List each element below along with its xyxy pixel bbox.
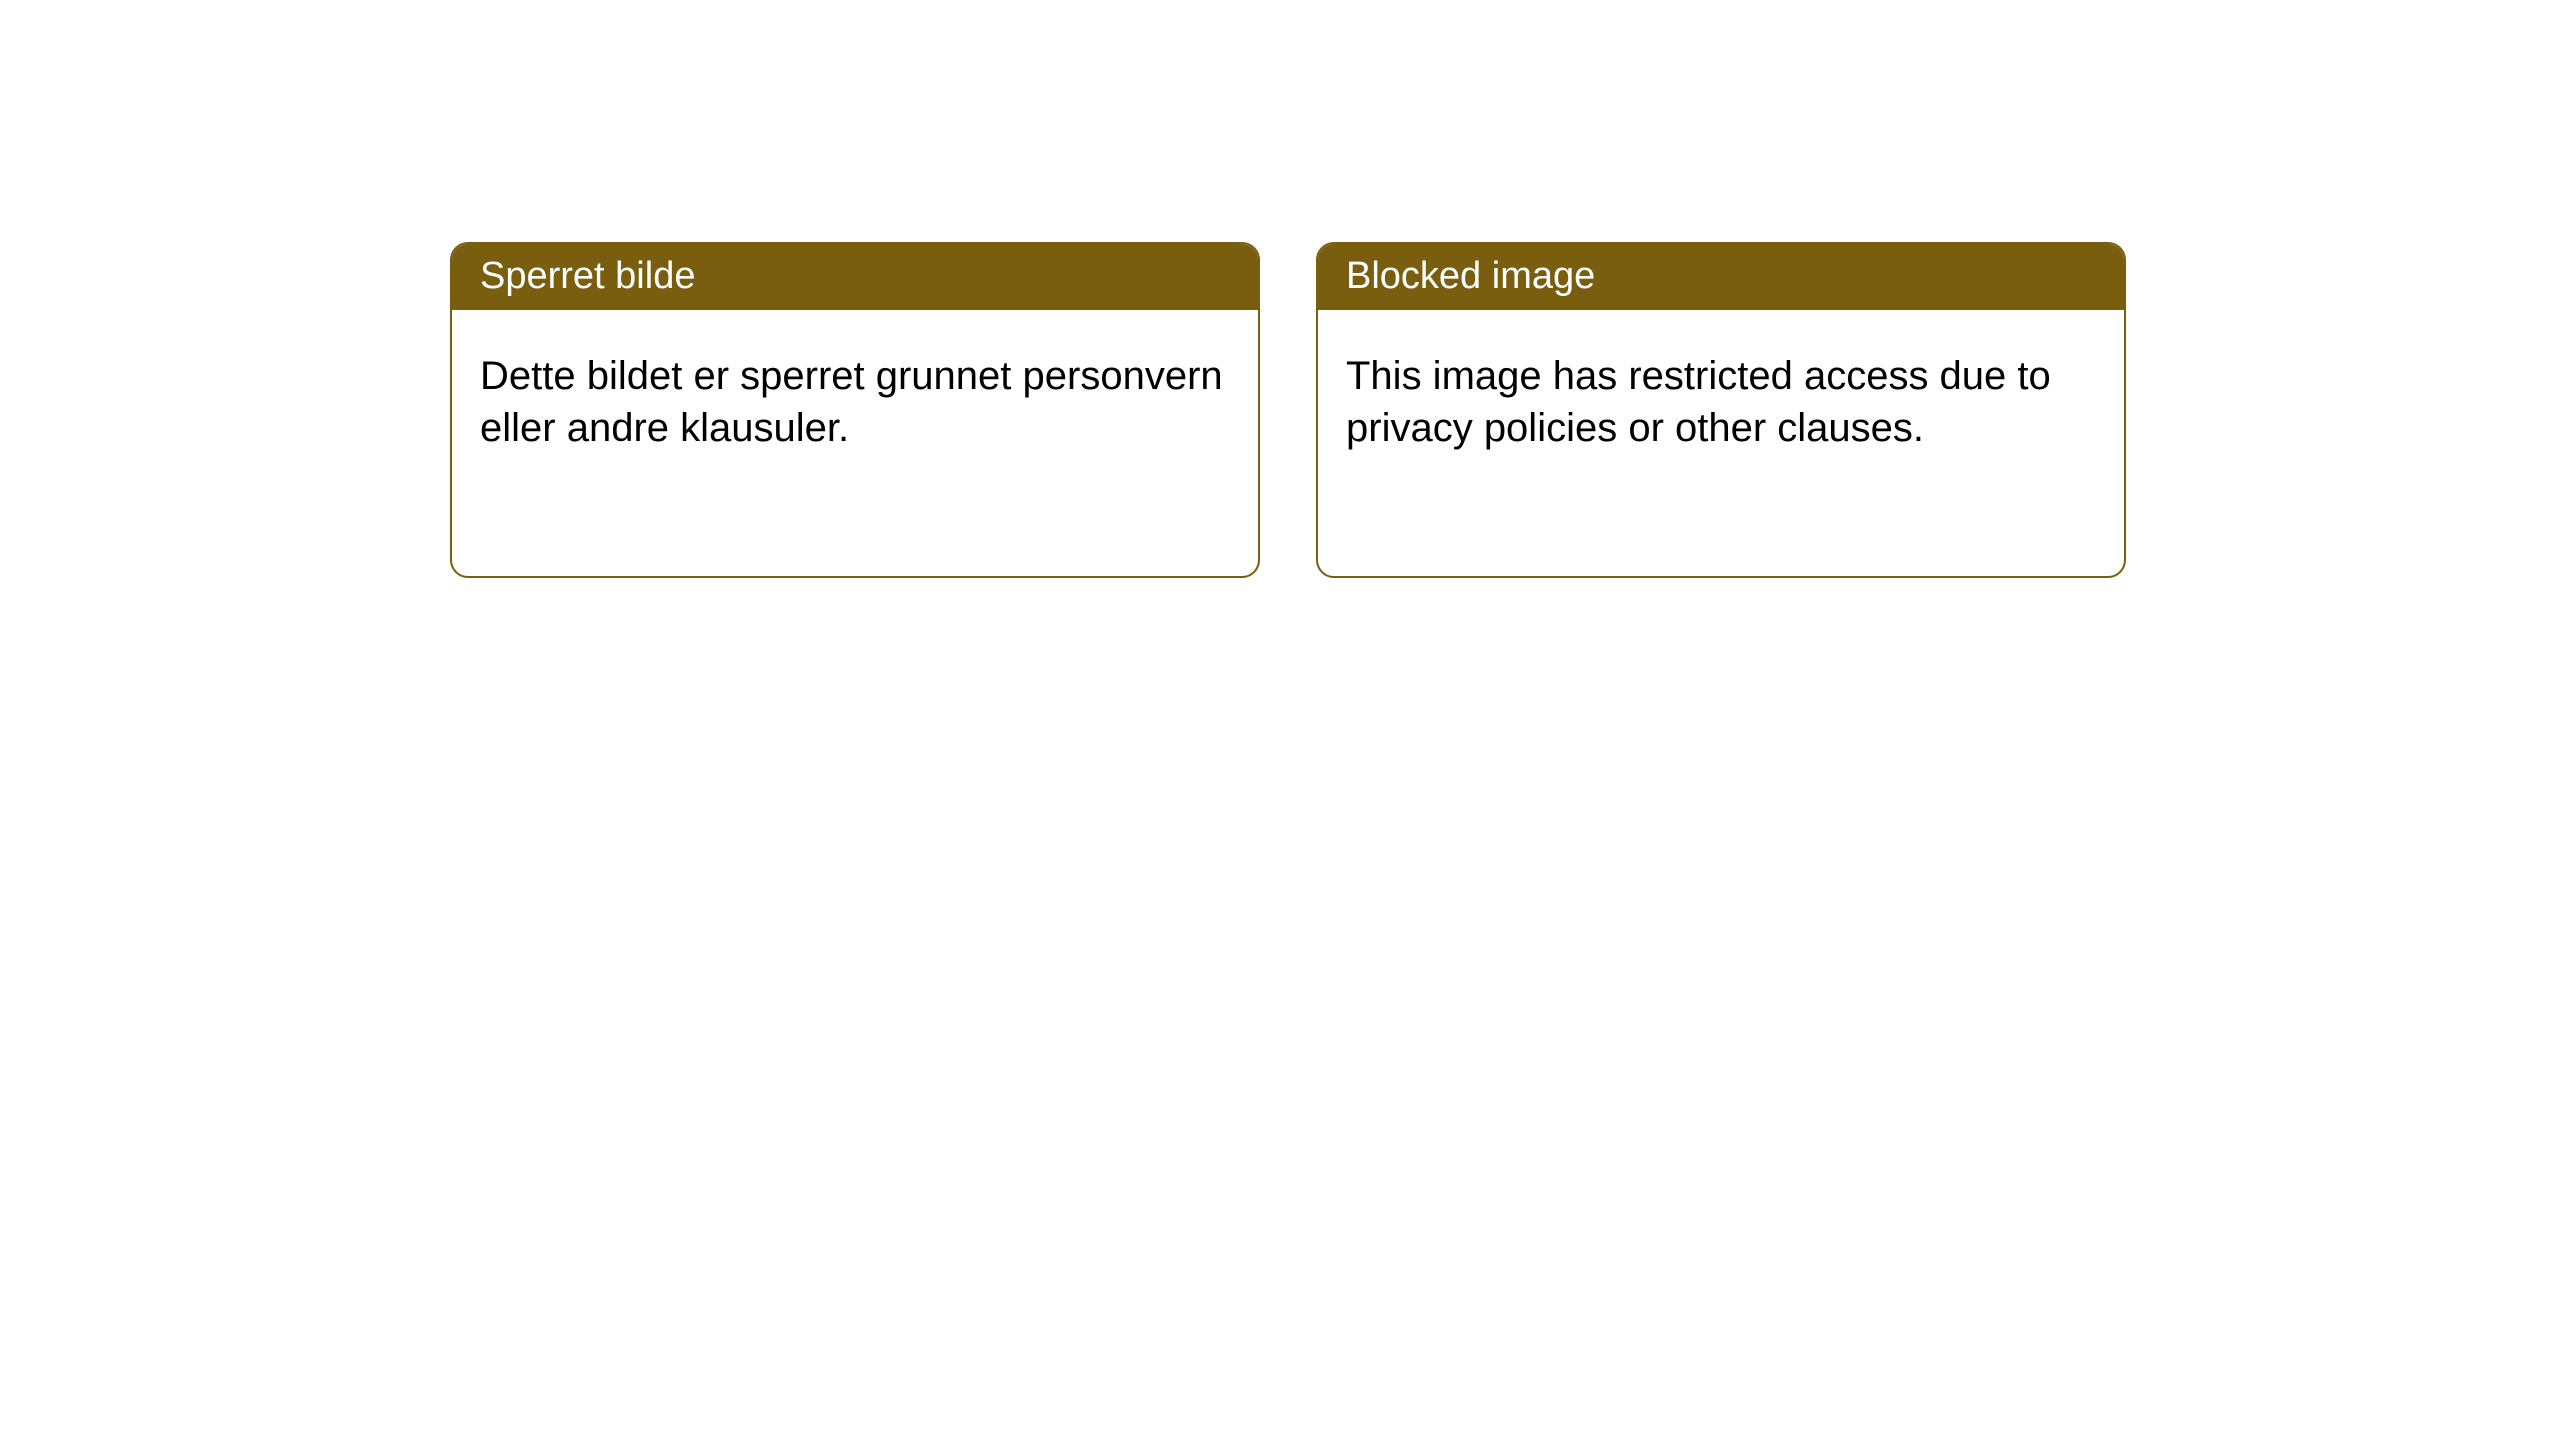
notice-container: Sperret bilde Dette bildet er sperret gr… [0, 0, 2560, 578]
notice-title: Sperret bilde [480, 255, 695, 297]
notice-text: Dette bildet er sperret grunnet personve… [480, 354, 1223, 450]
notice-card-english: Blocked image This image has restricted … [1316, 242, 2126, 578]
notice-header: Blocked image [1318, 244, 2124, 310]
notice-body: This image has restricted access due to … [1318, 310, 2124, 494]
notice-card-norwegian: Sperret bilde Dette bildet er sperret gr… [450, 242, 1260, 578]
notice-body: Dette bildet er sperret grunnet personve… [452, 310, 1258, 494]
notice-text: This image has restricted access due to … [1346, 354, 2051, 450]
notice-header: Sperret bilde [452, 244, 1258, 310]
notice-title: Blocked image [1346, 255, 1595, 297]
